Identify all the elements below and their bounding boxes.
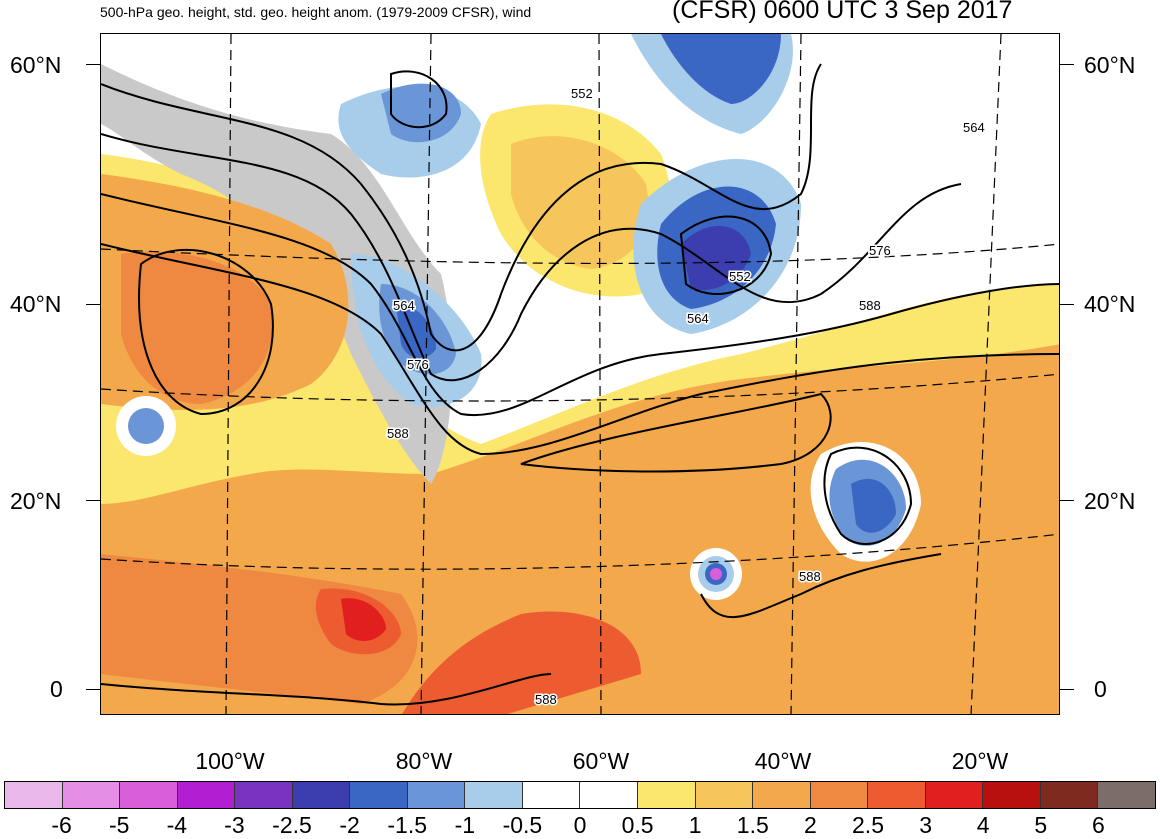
ridge-orange bbox=[511, 136, 649, 269]
colorbar-box bbox=[753, 782, 811, 808]
colorbar-box bbox=[407, 782, 466, 808]
contour-label: 588 bbox=[799, 569, 821, 584]
colorbar-box bbox=[120, 782, 178, 808]
colorbar bbox=[4, 781, 1156, 809]
contour-label: 588 bbox=[859, 298, 881, 313]
colorbar-label: 6 bbox=[1091, 812, 1105, 838]
map-subtitle: 500-hPa geo. height, std. geo. height an… bbox=[100, 4, 532, 20]
contour-label: 588 bbox=[535, 692, 557, 707]
colorbar-label: -0.5 bbox=[502, 812, 543, 838]
contour-label: 564 bbox=[393, 298, 415, 313]
colorbar-label: 0.5 bbox=[621, 812, 654, 838]
colorbar-box bbox=[638, 782, 696, 808]
colorbar-box bbox=[177, 782, 236, 808]
colorbar-label: 1 bbox=[688, 812, 702, 838]
contour-label: 576 bbox=[869, 243, 891, 258]
map-title: (CFSR) 0600 UTC 3 Sep 2017 bbox=[672, 0, 1013, 24]
pacific-low bbox=[128, 408, 164, 444]
colorbar-box bbox=[925, 782, 984, 808]
lat-tick bbox=[1060, 500, 1074, 501]
colorbar-label: 5 bbox=[1034, 812, 1048, 838]
lon-label-80w: 80°W bbox=[395, 748, 453, 774]
lat-tick bbox=[1060, 64, 1074, 65]
lat-tick bbox=[86, 689, 100, 690]
colorbar-box bbox=[292, 782, 351, 808]
colorbar-label: -2 bbox=[339, 812, 360, 838]
lon-label-40w: 40°W bbox=[754, 748, 812, 774]
lat-label-20n-left: 20°N bbox=[10, 488, 62, 514]
lat-label-60n-right: 60°N bbox=[1084, 52, 1136, 78]
colorbar-label: 0 bbox=[573, 812, 587, 838]
contour-label: 564 bbox=[963, 120, 985, 135]
colorbar-box bbox=[810, 782, 869, 808]
lat-tick bbox=[86, 500, 100, 501]
land-mask-gray bbox=[101, 64, 452, 484]
colorbar-label: -2.5 bbox=[272, 812, 312, 838]
colorbar-box bbox=[1098, 782, 1155, 808]
lat-label-0-right: 0 bbox=[1094, 676, 1107, 702]
colorbar-box bbox=[983, 782, 1041, 808]
contour-label: 564 bbox=[687, 311, 709, 326]
colorbar-box bbox=[580, 782, 639, 808]
west-ridge-core bbox=[121, 251, 273, 404]
colorbar-box bbox=[522, 782, 581, 808]
contour-label: 552 bbox=[729, 269, 751, 284]
lat-label-40n-left: 40°N bbox=[10, 291, 62, 317]
contour-label: 588 bbox=[387, 426, 409, 441]
colorbar-label: 2.5 bbox=[852, 812, 884, 838]
lat-tick bbox=[86, 64, 100, 65]
colorbar-label: 2 bbox=[803, 812, 817, 838]
colorbar-box bbox=[695, 782, 754, 808]
colorbar-box bbox=[350, 782, 408, 808]
lat-label-60n-left: 60°N bbox=[10, 52, 62, 78]
lon-label-20w: 20°W bbox=[951, 748, 1009, 774]
weather-map: 552 564 552 576 564 588 564 576 588 588 … bbox=[100, 33, 1060, 715]
lat-label-20n-right: 20°N bbox=[1084, 488, 1136, 514]
colorbar-label: -3 bbox=[224, 812, 245, 838]
lat-label-40n-right: 40°N bbox=[1084, 291, 1136, 317]
lat-tick bbox=[1060, 304, 1074, 305]
colorbar-label: 3 bbox=[919, 812, 932, 838]
contour-label: 576 bbox=[407, 357, 429, 372]
lon-label-100w: 100°W bbox=[195, 748, 265, 774]
colorbar-box bbox=[235, 782, 293, 808]
colorbar-box bbox=[868, 782, 926, 808]
colorbar-label: -1 bbox=[454, 812, 476, 838]
colorbar-box bbox=[5, 782, 63, 808]
height-contours bbox=[101, 63, 1059, 706]
lon-label-60w: 60°W bbox=[572, 748, 630, 774]
colorbar-label: -6 bbox=[51, 812, 72, 838]
colorbar-label: 4 bbox=[976, 812, 990, 838]
colorbar-label: -5 bbox=[108, 812, 130, 838]
colorbar-label: -1.5 bbox=[387, 812, 428, 838]
lat-tick bbox=[86, 304, 100, 305]
contour-label: 552 bbox=[571, 86, 593, 101]
lat-tick bbox=[1060, 689, 1074, 690]
colorbar-box bbox=[1040, 782, 1099, 808]
colorbar-box bbox=[62, 782, 121, 808]
colorbar-label: 1.5 bbox=[736, 812, 769, 838]
lat-label-0-left: 0 bbox=[50, 676, 63, 702]
colorbar-label: -4 bbox=[166, 812, 188, 838]
colorbar-box bbox=[465, 782, 523, 808]
graticule bbox=[101, 34, 1059, 714]
